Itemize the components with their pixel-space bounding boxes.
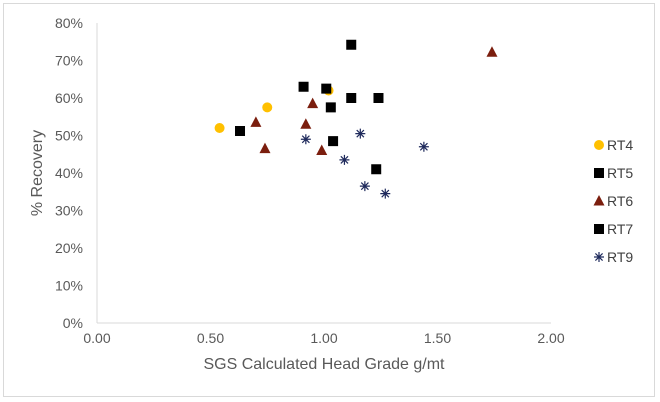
y-tick-label: 70% [55,53,83,69]
data-point [371,164,382,175]
data-point [316,144,328,155]
data-point [300,118,312,129]
y-tick-label: 50% [55,128,83,144]
legend-marker [593,195,605,206]
series-rt4 [214,85,334,133]
series-rt9 [300,128,429,199]
x-tick-label: 1.00 [310,330,337,346]
data-point [380,188,391,199]
y-tick-label: 60% [55,90,83,106]
y-tick-label: 20% [55,240,83,256]
data-points [214,39,498,199]
legend-item-rt7: RT7 [594,221,633,237]
x-tick-label: 0.00 [83,330,110,346]
legend-marker [594,168,604,178]
chart-frame [3,3,655,397]
data-point [259,142,271,154]
y-tick-label: 10% [55,278,83,294]
data-point [235,126,246,136]
data-point [373,93,384,103]
legend-marker [594,140,604,150]
y-ticks: 0% 10% 20% 30% 40% 50% 60% 70% 80% [55,15,83,331]
legend-item-rt9: RT9 [594,249,633,265]
y-tick-label: 80% [55,15,83,31]
data-point [355,128,366,139]
series-rt6 [250,46,498,155]
data-point [300,134,311,145]
legend-label: RT6 [607,193,633,209]
legend-marker [594,224,604,234]
y-tick-label: 40% [55,165,83,181]
legend: RT4 RT5 RT6 RT7 RT9 [593,137,633,265]
legend-label: RT4 [607,137,633,153]
y-axis-title: % Recovery [29,130,46,216]
data-point [214,123,225,133]
data-point [325,102,336,113]
legend-label: RT5 [607,165,633,181]
legend-item-rt4: RT4 [594,137,633,153]
legend-item-rt6: RT6 [593,193,633,209]
data-point [307,97,319,109]
x-ticks: 0.00 0.50 1.00 1.50 2.00 [83,330,564,346]
y-tick-label: 30% [55,203,83,219]
axes [96,23,551,324]
legend-label: RT7 [607,221,633,237]
x-tick-label: 2.00 [537,330,564,346]
data-point [262,102,273,113]
series-rt7 [235,126,382,175]
data-point [250,116,262,127]
x-tick-label: 1.50 [424,330,451,346]
data-point [359,181,370,192]
data-point [321,83,332,94]
data-point [339,154,350,165]
legend-label: RT9 [607,249,633,265]
y-tick-label: 0% [63,315,83,331]
data-point [346,93,357,103]
data-point [328,136,339,147]
x-tick-label: 0.50 [197,330,224,346]
series-rt5 [298,39,384,113]
data-point [298,81,309,92]
legend-marker [594,252,604,262]
data-point [486,46,498,57]
x-axis-title: SGS Calculated Head Grade g/mt [203,356,445,373]
legend-item-rt5: RT5 [594,165,633,181]
data-point [418,141,429,152]
data-point [346,39,357,50]
